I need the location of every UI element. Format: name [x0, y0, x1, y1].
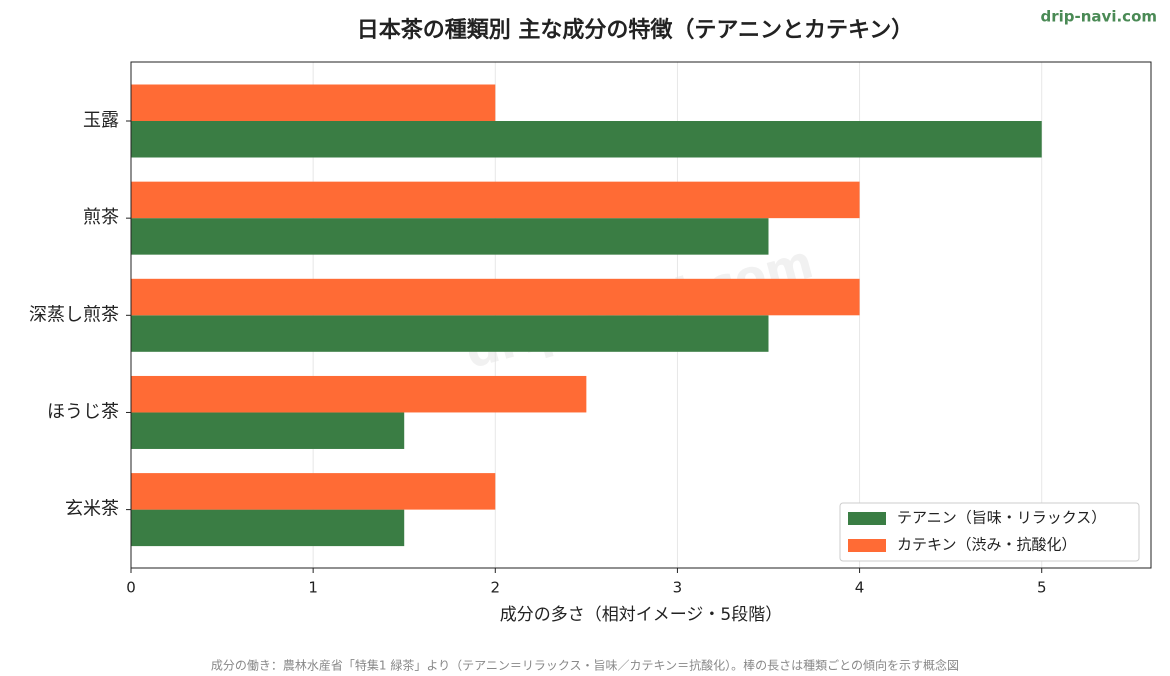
bar	[131, 278, 860, 316]
y-tick-label: 煎茶	[83, 207, 119, 228]
bar	[131, 412, 405, 449]
x-axis-label: 成分の多さ（相対イメージ・5段階）	[500, 605, 782, 625]
y-tick-label: ほうじ茶	[47, 401, 119, 422]
legend-swatch	[848, 539, 886, 552]
bar	[131, 315, 769, 352]
chart-title: 日本茶の種類別 主な成分の特徴（テアニンとカテキン）	[357, 17, 914, 43]
legend-label: テアニン（旨味・リラックス）	[897, 509, 1106, 527]
bar	[131, 84, 496, 121]
bar	[131, 473, 496, 510]
bar	[131, 509, 405, 547]
legend-swatch	[848, 512, 886, 525]
bar	[131, 218, 769, 255]
plot-frame	[130, 61, 1152, 569]
bar	[131, 375, 587, 413]
legend-box	[839, 502, 1140, 562]
y-tick-label: 深蒸し煎茶	[29, 304, 119, 325]
x-tick-label: 1	[308, 579, 318, 597]
x-tick-label: 5	[1037, 579, 1047, 597]
x-tick-label: 4	[855, 579, 865, 597]
bar	[131, 181, 860, 219]
y-tick-label: 玉露	[83, 110, 119, 131]
brand: drip-navi.com	[1041, 8, 1157, 26]
legend-label: カテキン（渋み・抗酸化）	[897, 536, 1077, 554]
x-tick-label: 3	[673, 579, 683, 597]
bar	[131, 121, 1042, 158]
footnote: 成分の働き：農林水産省「特集1 緑茶」より（テアニン＝リラックス・旨味／カテキン…	[211, 658, 959, 673]
x-tick-label: 2	[491, 579, 501, 597]
x-tick-label: 0	[126, 579, 136, 597]
y-tick-label: 玄米茶	[65, 499, 119, 520]
